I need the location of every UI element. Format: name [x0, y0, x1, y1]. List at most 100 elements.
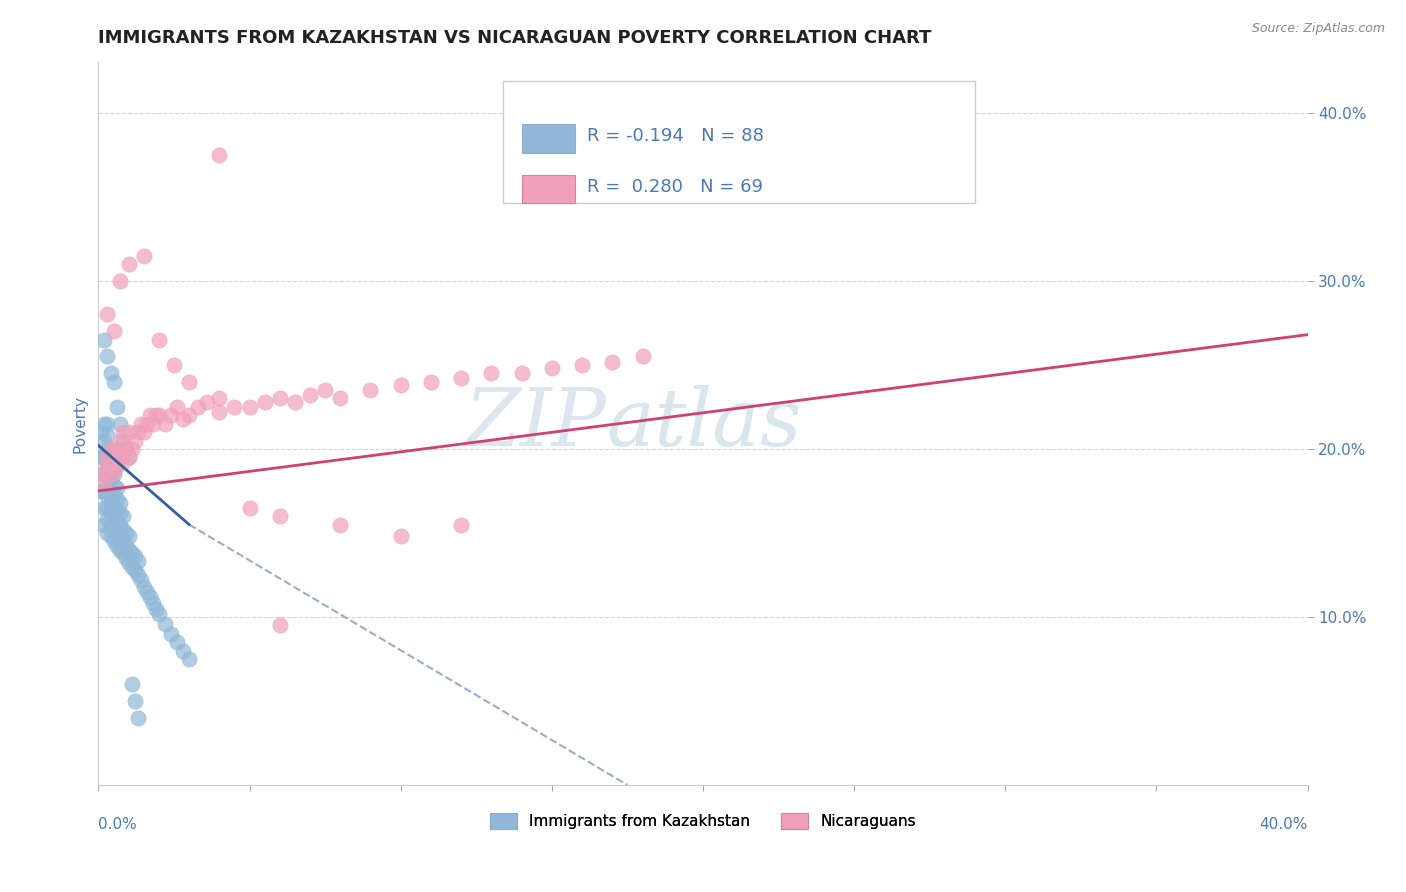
Point — [299, 388, 322, 402]
Point — [96, 350, 118, 364]
Point — [481, 366, 503, 380]
Point — [96, 525, 118, 540]
Point — [114, 525, 136, 540]
Point — [93, 475, 115, 490]
Point — [100, 472, 122, 486]
Point — [118, 542, 141, 557]
Point — [124, 694, 146, 708]
Point — [145, 409, 167, 423]
Point — [148, 607, 170, 621]
Point — [540, 361, 562, 376]
Point — [118, 450, 141, 465]
Point — [103, 462, 125, 476]
Point — [389, 529, 412, 543]
Point — [118, 450, 141, 465]
Point — [111, 523, 134, 537]
Point — [114, 442, 136, 456]
Point — [108, 506, 131, 520]
Point — [105, 492, 128, 507]
Point — [103, 534, 125, 549]
Point — [179, 652, 201, 666]
Point — [90, 483, 112, 498]
Point — [96, 512, 118, 526]
Point — [103, 523, 125, 537]
Text: IMMIGRANTS FROM KAZAKHSTAN VS NICARAGUAN POVERTY CORRELATION CHART: IMMIGRANTS FROM KAZAKHSTAN VS NICARAGUAN… — [98, 29, 932, 47]
Point — [132, 425, 155, 439]
Point — [103, 479, 125, 493]
Point — [111, 425, 134, 439]
FancyBboxPatch shape — [522, 124, 575, 153]
Point — [108, 531, 131, 545]
Point — [360, 383, 382, 397]
Point — [118, 529, 141, 543]
Point — [132, 580, 155, 594]
Text: 40.0%: 40.0% — [1260, 817, 1308, 832]
Text: R = -0.194   N = 88: R = -0.194 N = 88 — [586, 127, 763, 145]
Point — [135, 584, 157, 599]
Point — [111, 509, 134, 524]
Point — [96, 479, 118, 493]
Legend: Immigrants from Kazakhstan, Nicaraguans: Immigrants from Kazakhstan, Nicaraguans — [484, 807, 922, 835]
Point — [142, 597, 165, 611]
Point — [105, 525, 128, 540]
Point — [269, 618, 291, 632]
Point — [108, 517, 131, 532]
Point — [103, 467, 125, 482]
Text: 0.0%: 0.0% — [98, 817, 138, 832]
Point — [195, 395, 218, 409]
Point — [108, 274, 131, 288]
Text: atlas: atlas — [606, 385, 801, 462]
Point — [103, 324, 125, 338]
Point — [93, 450, 115, 465]
Point — [139, 409, 162, 423]
Point — [631, 350, 654, 364]
Point — [96, 500, 118, 515]
Point — [129, 573, 152, 587]
Point — [100, 517, 122, 532]
Point — [224, 400, 246, 414]
Point — [111, 534, 134, 549]
Point — [118, 257, 141, 271]
Point — [100, 462, 122, 476]
Point — [571, 358, 593, 372]
Point — [103, 455, 125, 469]
Point — [90, 450, 112, 465]
Point — [329, 517, 352, 532]
Point — [96, 458, 118, 473]
Point — [108, 542, 131, 557]
Text: Source: ZipAtlas.com: Source: ZipAtlas.com — [1251, 22, 1385, 36]
Point — [172, 411, 194, 425]
Point — [135, 417, 157, 431]
Point — [124, 563, 146, 577]
Point — [127, 425, 149, 439]
Point — [208, 405, 231, 419]
Point — [145, 601, 167, 615]
Point — [93, 517, 115, 532]
Point — [93, 417, 115, 431]
Point — [121, 442, 143, 456]
Point — [90, 467, 112, 482]
Point — [602, 354, 624, 368]
Point — [100, 529, 122, 543]
Point — [103, 512, 125, 526]
Point — [108, 496, 131, 510]
FancyBboxPatch shape — [503, 80, 976, 203]
Point — [208, 392, 231, 406]
Point — [127, 711, 149, 725]
Point — [103, 500, 125, 515]
FancyBboxPatch shape — [522, 175, 575, 203]
Point — [96, 450, 118, 465]
Point — [208, 148, 231, 162]
Point — [108, 450, 131, 465]
Point — [118, 425, 141, 439]
Point — [239, 400, 262, 414]
Point — [166, 400, 188, 414]
Point — [160, 409, 183, 423]
Point — [105, 514, 128, 528]
Point — [329, 392, 352, 406]
Point — [96, 455, 118, 469]
Point — [420, 375, 443, 389]
Point — [105, 400, 128, 414]
Point — [187, 400, 209, 414]
Point — [132, 249, 155, 263]
